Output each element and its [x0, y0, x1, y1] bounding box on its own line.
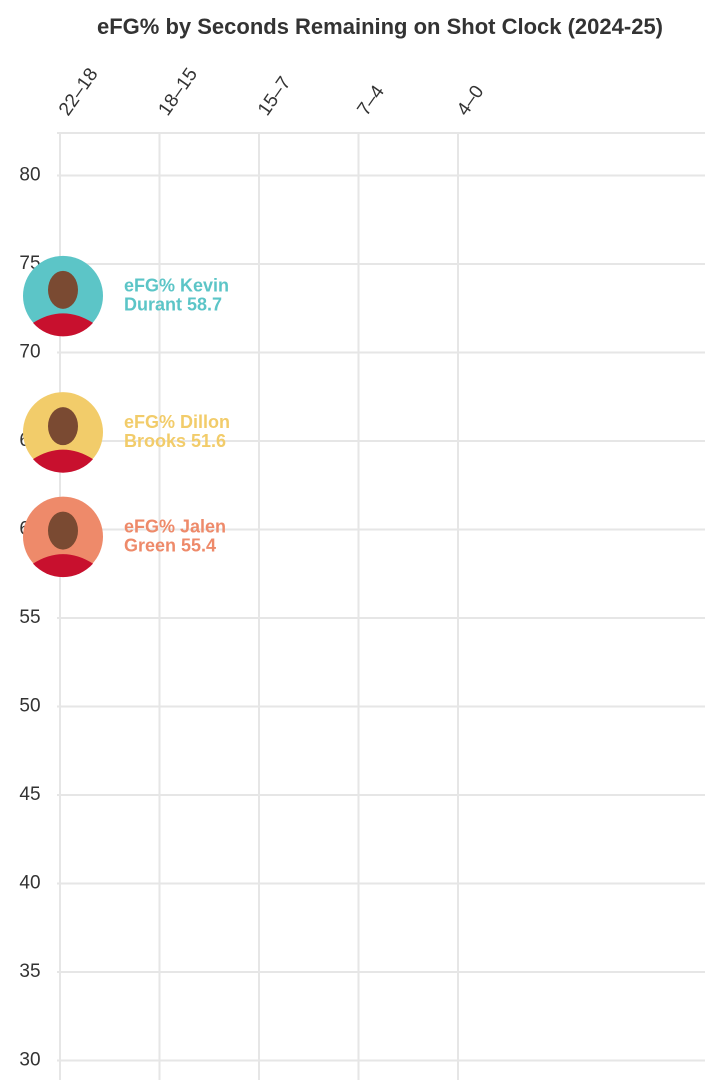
- player-marker: [23, 392, 103, 473]
- head: [48, 270, 78, 309]
- y-tick-label: 70: [19, 342, 40, 363]
- chart-title: eFG% by Seconds Remaining on Shot Clock …: [97, 14, 663, 39]
- x-tick-label: 15–7: [254, 73, 295, 120]
- y-tick-label: 80: [19, 164, 40, 185]
- head: [48, 407, 78, 446]
- jersey: [33, 449, 93, 473]
- annotation: eFG% Jalen: [124, 516, 226, 536]
- annotation: Durant 58.7: [124, 295, 222, 315]
- y-tick-label: 40: [19, 873, 40, 894]
- y-tick-label: 55: [19, 607, 40, 628]
- annotation: eFG% Kevin: [124, 276, 229, 296]
- y-tick-label: 45: [19, 784, 40, 805]
- annotation: Brooks 51.6: [124, 431, 226, 451]
- x-tick-label: 22–18: [55, 64, 103, 119]
- player-marker: [23, 496, 103, 578]
- x-tick-label: 18–15: [155, 64, 203, 119]
- jersey: [33, 313, 93, 337]
- annotation: Green 55.4: [124, 535, 216, 555]
- x-tick-label: 4–0: [453, 82, 488, 120]
- y-tick-label: 50: [19, 696, 40, 717]
- y-tick-label: 35: [19, 961, 40, 982]
- head: [48, 511, 78, 550]
- x-tick-label: 7–4: [354, 81, 390, 119]
- jersey: [33, 554, 93, 578]
- player-marker: [23, 255, 103, 337]
- annotation: eFG% Dillon: [124, 412, 230, 432]
- y-tick-label: 30: [19, 1050, 40, 1071]
